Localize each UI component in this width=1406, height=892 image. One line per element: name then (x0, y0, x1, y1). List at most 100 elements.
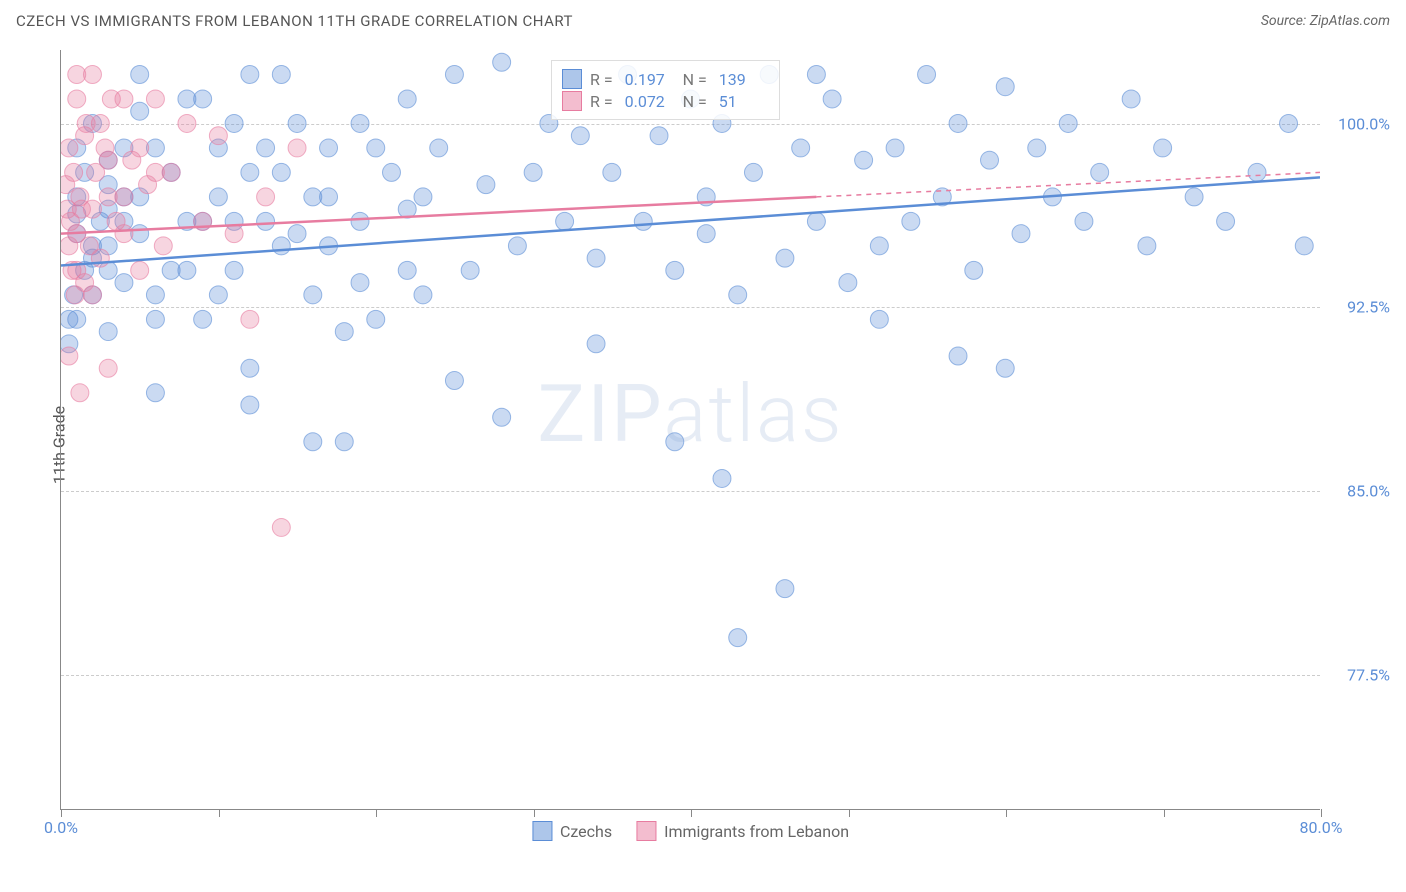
data-point[interactable] (414, 188, 432, 206)
data-point[interactable] (241, 65, 259, 83)
data-point[interactable] (855, 151, 873, 169)
data-point[interactable] (996, 78, 1014, 96)
data-point[interactable] (965, 261, 983, 279)
data-point[interactable] (61, 347, 78, 365)
data-point[interactable] (650, 127, 668, 145)
data-point[interactable] (839, 274, 857, 292)
data-point[interactable] (445, 65, 463, 83)
data-point[interactable] (257, 139, 275, 157)
data-point[interactable] (257, 188, 275, 206)
data-point[interactable] (524, 163, 542, 181)
data-point[interactable] (61, 200, 76, 218)
data-point[interactable] (272, 518, 290, 536)
data-point[interactable] (178, 114, 196, 132)
legend-item-czechs[interactable]: Czechs (532, 821, 612, 841)
data-point[interactable] (68, 90, 86, 108)
data-point[interactable] (131, 139, 149, 157)
data-point[interactable] (729, 629, 747, 647)
data-point[interactable] (587, 249, 605, 267)
data-point[interactable] (154, 237, 172, 255)
data-point[interactable] (351, 114, 369, 132)
data-point[interactable] (99, 323, 117, 341)
data-point[interactable] (61, 176, 75, 194)
data-point[interactable] (335, 433, 353, 451)
data-point[interactable] (792, 139, 810, 157)
data-point[interactable] (445, 372, 463, 390)
data-point[interactable] (115, 188, 133, 206)
data-point[interactable] (61, 139, 78, 157)
data-point[interactable] (571, 127, 589, 145)
data-point[interactable] (272, 237, 290, 255)
data-point[interactable] (729, 286, 747, 304)
data-point[interactable] (115, 274, 133, 292)
data-point[interactable] (1059, 114, 1077, 132)
data-point[interactable] (68, 310, 86, 328)
legend-item-lebanon[interactable]: Immigrants from Lebanon (636, 821, 849, 841)
data-point[interactable] (666, 433, 684, 451)
data-point[interactable] (115, 225, 133, 243)
data-point[interactable] (146, 163, 164, 181)
data-point[interactable] (902, 212, 920, 230)
data-point[interactable] (99, 151, 117, 169)
data-point[interactable] (146, 286, 164, 304)
data-point[interactable] (398, 90, 416, 108)
data-point[interactable] (477, 176, 495, 194)
data-point[interactable] (304, 286, 322, 304)
data-point[interactable] (131, 65, 149, 83)
data-point[interactable] (131, 261, 149, 279)
data-point[interactable] (493, 408, 511, 426)
data-point[interactable] (209, 286, 227, 304)
data-point[interactable] (241, 359, 259, 377)
data-point[interactable] (1138, 237, 1156, 255)
data-point[interactable] (1012, 225, 1030, 243)
data-point[interactable] (146, 90, 164, 108)
data-point[interactable] (146, 310, 164, 328)
data-point[interactable] (288, 114, 306, 132)
data-point[interactable] (91, 249, 109, 267)
data-point[interactable] (241, 163, 259, 181)
data-point[interactable] (1217, 212, 1235, 230)
data-point[interactable] (131, 102, 149, 120)
data-point[interactable] (949, 114, 967, 132)
data-point[interactable] (367, 310, 385, 328)
data-point[interactable] (335, 323, 353, 341)
data-point[interactable] (91, 114, 109, 132)
data-point[interactable] (823, 90, 841, 108)
data-point[interactable] (634, 212, 652, 230)
data-point[interactable] (320, 188, 338, 206)
data-point[interactable] (1248, 163, 1266, 181)
data-point[interactable] (1280, 114, 1298, 132)
data-point[interactable] (398, 261, 416, 279)
data-point[interactable] (272, 65, 290, 83)
data-point[interactable] (68, 65, 86, 83)
data-point[interactable] (461, 261, 479, 279)
data-point[interactable] (870, 237, 888, 255)
data-point[interactable] (209, 127, 227, 145)
data-point[interactable] (225, 261, 243, 279)
data-point[interactable] (1185, 188, 1203, 206)
data-point[interactable] (304, 433, 322, 451)
data-point[interactable] (744, 163, 762, 181)
data-point[interactable] (1075, 212, 1093, 230)
data-point[interactable] (1295, 237, 1313, 255)
data-point[interactable] (996, 359, 1014, 377)
data-point[interactable] (288, 139, 306, 157)
data-point[interactable] (367, 139, 385, 157)
data-point[interactable] (162, 261, 180, 279)
data-point[interactable] (115, 90, 133, 108)
data-point[interactable] (382, 163, 400, 181)
data-point[interactable] (949, 347, 967, 365)
data-point[interactable] (209, 188, 227, 206)
data-point[interactable] (603, 163, 621, 181)
data-point[interactable] (430, 139, 448, 157)
data-point[interactable] (981, 151, 999, 169)
data-point[interactable] (1028, 139, 1046, 157)
source-link[interactable]: Source: ZipAtlas.com (1261, 13, 1390, 29)
data-point[interactable] (556, 212, 574, 230)
data-point[interactable] (225, 225, 243, 243)
data-point[interactable] (713, 469, 731, 487)
data-point[interactable] (697, 225, 715, 243)
data-point[interactable] (886, 139, 904, 157)
data-point[interactable] (351, 212, 369, 230)
data-point[interactable] (807, 65, 825, 83)
